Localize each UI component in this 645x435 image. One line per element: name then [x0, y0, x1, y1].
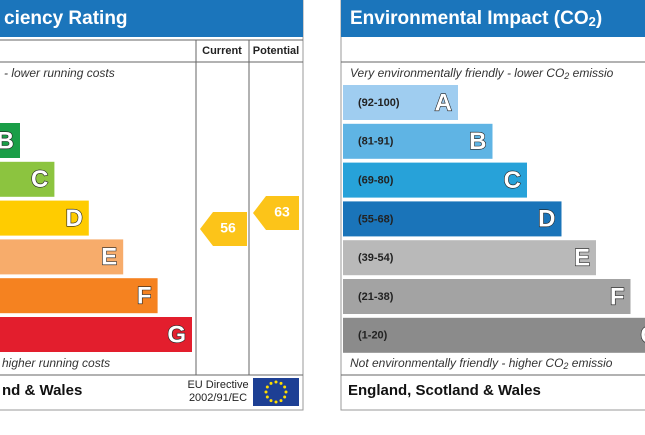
eu-star — [279, 381, 283, 385]
band-letter: C — [31, 166, 48, 193]
top-note: - lower running costs — [4, 66, 115, 80]
eu-star — [264, 390, 268, 394]
band-range: (69-80) — [358, 175, 394, 187]
potential-header: Potential — [253, 45, 299, 57]
title-part: ) — [596, 8, 602, 29]
band-range: (21-38) — [358, 291, 394, 303]
directive: 2002/91/EC — [189, 392, 247, 404]
band-bar — [0, 278, 158, 314]
band-letter: D — [538, 206, 555, 233]
band-letter: G — [640, 322, 645, 349]
right-title-bar — [341, 0, 645, 37]
band-letter: F — [610, 283, 625, 310]
band-bar — [0, 200, 89, 236]
band-bar — [343, 85, 458, 120]
potential-arrow — [253, 196, 299, 230]
left-title-bar — [0, 0, 303, 37]
bottom-note: Not environmentally friendly - higher CO… — [350, 356, 613, 371]
band-range: (1-20) — [358, 330, 388, 342]
potential-value: 63 — [274, 204, 290, 220]
band-bar — [343, 317, 645, 353]
left-title: ciency Rating — [4, 8, 128, 29]
band-letter: B — [469, 128, 486, 155]
band-letter: F — [137, 283, 152, 310]
current-arrow — [200, 212, 247, 246]
eu-star — [269, 399, 273, 403]
band-bar — [343, 240, 596, 276]
band-range: (55-68) — [358, 213, 394, 225]
note-part: Very environmentally friendly - lower CO — [350, 66, 564, 80]
eu-star — [274, 380, 278, 384]
band-letter: G — [167, 321, 186, 348]
right-title: Environmental Impact (CO2) — [350, 8, 602, 29]
right-footer: England, Scotland & Wales — [348, 382, 541, 399]
eu-star — [265, 395, 269, 399]
band-bar — [343, 279, 631, 314]
note-part: Not environmentally friendly - higher CO — [350, 356, 563, 370]
directive: EU Directive — [187, 379, 248, 391]
band-letter: A — [435, 89, 452, 116]
band-bar — [343, 201, 562, 237]
band-range: (81-91) — [358, 136, 394, 148]
band-letter: B — [0, 127, 14, 154]
band-letter: C — [504, 167, 521, 194]
eu-star — [274, 400, 278, 404]
band-letter: E — [574, 245, 590, 272]
bottom-note: higher running costs — [2, 356, 110, 370]
band-bar — [0, 161, 55, 197]
eu-stars — [264, 380, 288, 404]
note-part: emissio — [569, 66, 613, 80]
band-bar — [0, 317, 192, 352]
current-header: Current — [202, 45, 242, 57]
note-part: emissio — [568, 356, 612, 370]
title-sub: 2 — [589, 14, 596, 29]
eu-star — [283, 395, 287, 399]
band-letter: E — [101, 244, 117, 271]
note-sub: 2 — [563, 71, 569, 81]
eu-star — [269, 381, 273, 385]
band-range: (92-100) — [358, 97, 400, 109]
band-bar — [343, 162, 527, 198]
current-value: 56 — [220, 220, 236, 236]
eu-star — [284, 390, 288, 394]
band-bar — [0, 123, 20, 158]
band-bar — [343, 123, 493, 159]
band-letter: D — [65, 205, 82, 232]
title-part: Environmental Impact (CO — [350, 8, 589, 29]
eu-star — [279, 399, 283, 403]
left-footer: nd & Wales — [2, 382, 82, 399]
band-range: (39-54) — [358, 252, 394, 264]
eu-star — [265, 385, 269, 389]
eu-star — [283, 385, 287, 389]
band-bar — [0, 239, 124, 275]
note-sub: 2 — [562, 361, 568, 371]
top-note: Very environmentally friendly - lower CO… — [350, 66, 614, 81]
